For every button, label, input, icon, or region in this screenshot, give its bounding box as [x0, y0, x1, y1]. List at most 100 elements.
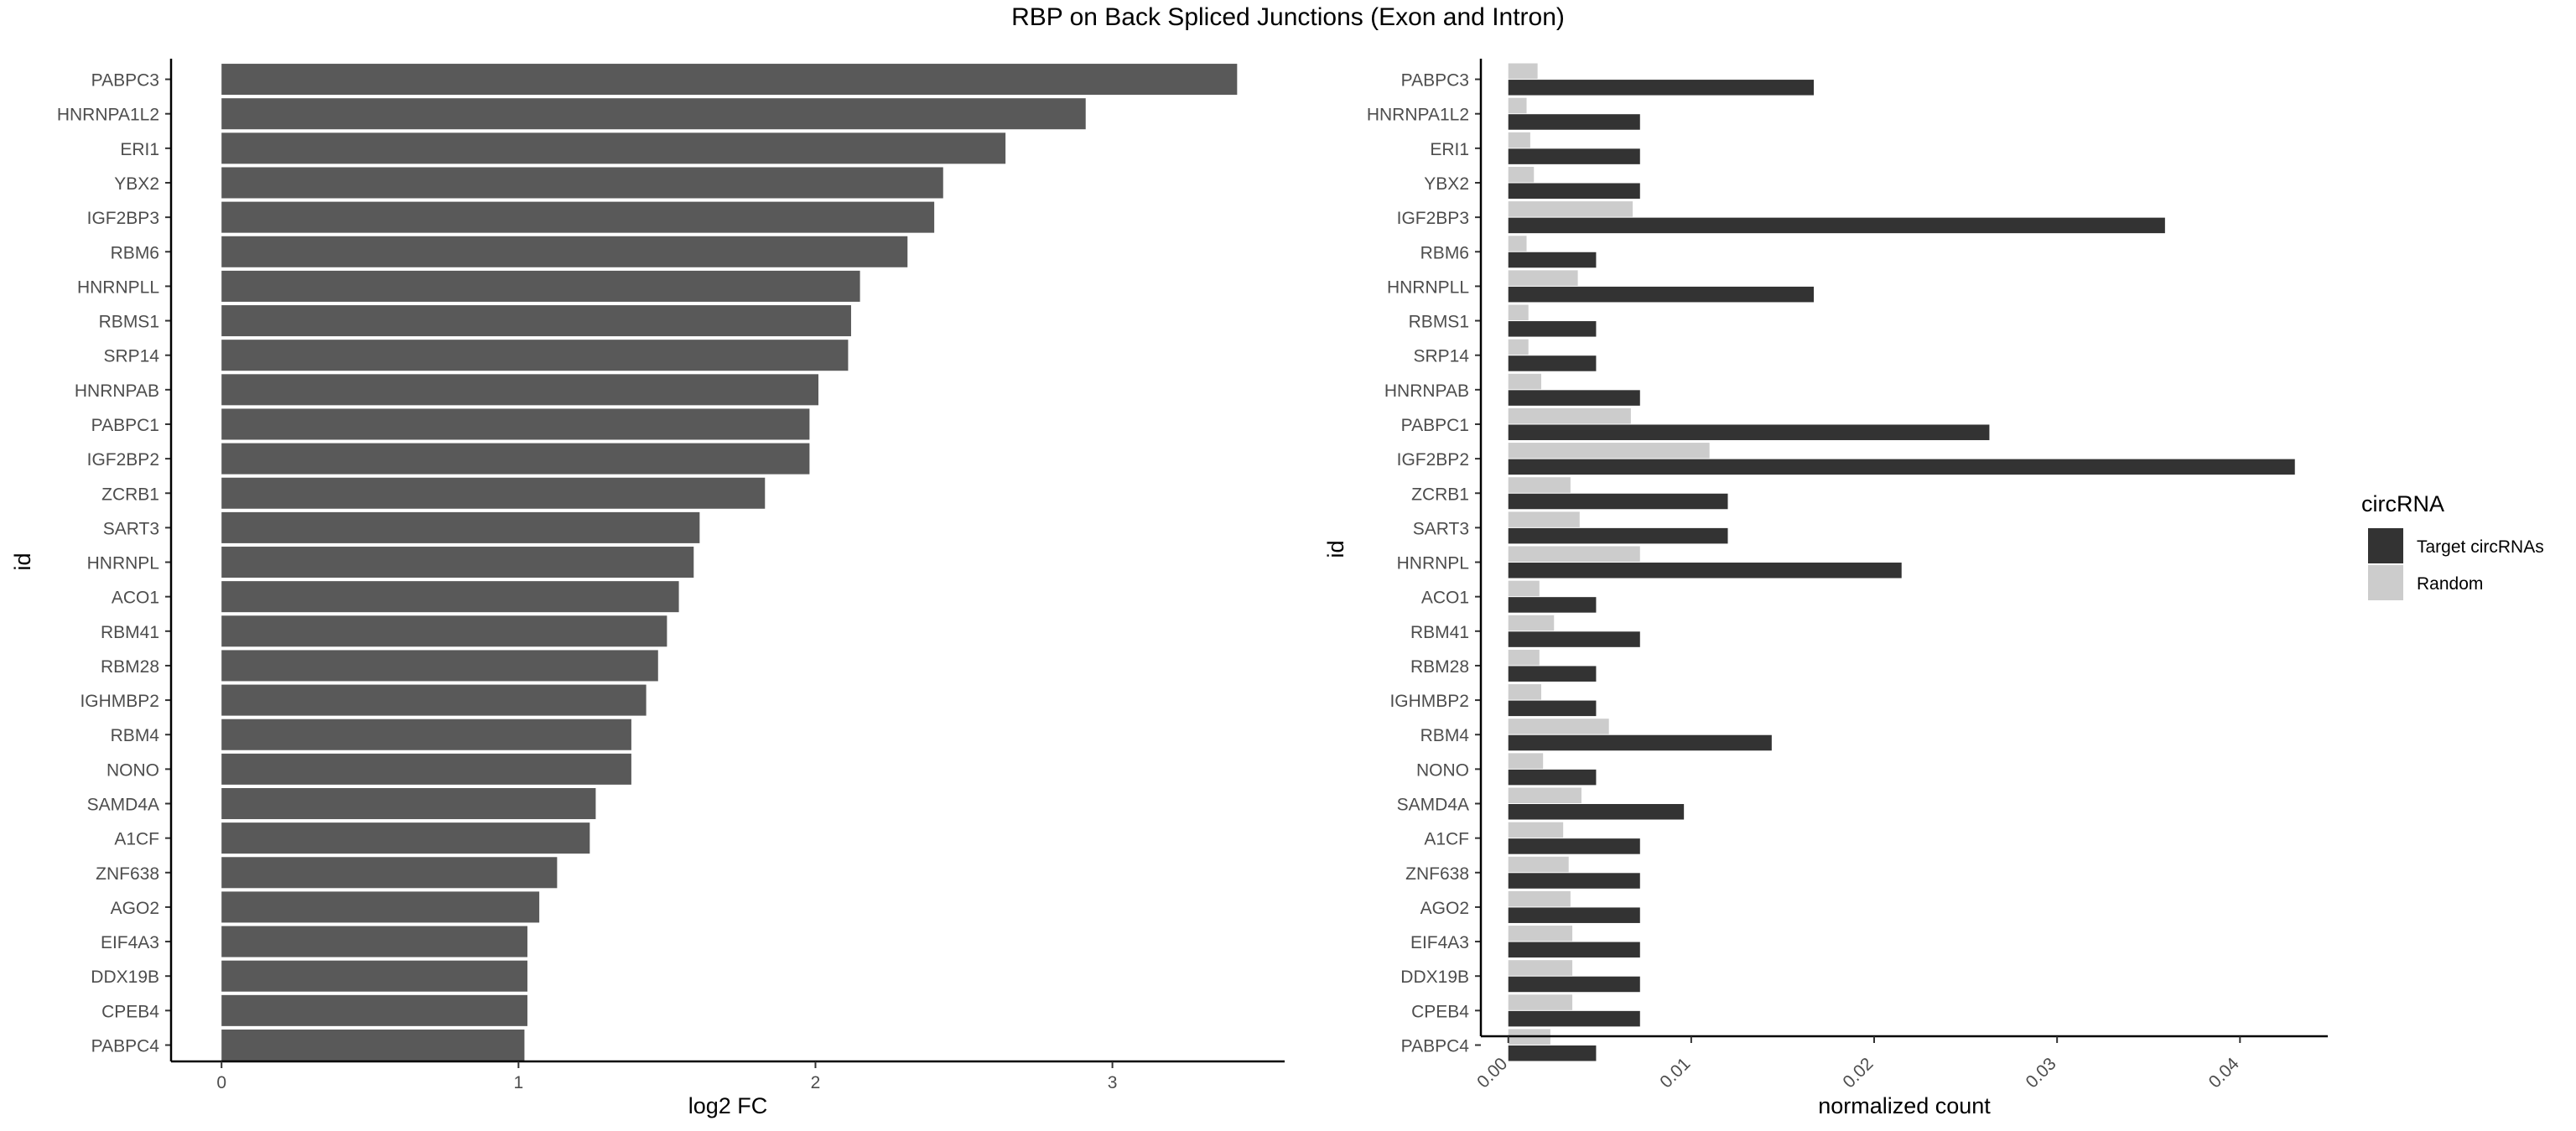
left-y-tick-label: A1CF [114, 830, 159, 849]
legend-label-target: Target circRNAs [2417, 537, 2544, 557]
logfc-bar-ago2 [221, 891, 540, 923]
random-bar-ighmbp2 [1508, 684, 1541, 700]
target-bar-sart3 [1508, 527, 1728, 544]
random-bar-cpeb4 [1508, 994, 1573, 1010]
target-bar-aco1 [1508, 597, 1597, 613]
legend-swatch-random [2368, 565, 2403, 600]
logfc-bar-srp14 [221, 340, 849, 371]
right-y-tick-label: SAMD4A [1397, 796, 1469, 815]
logfc-bar-igf2bp3 [221, 201, 935, 233]
target-bar-pabpc1 [1508, 424, 1990, 440]
logfc-bar-pabpc1 [221, 408, 810, 440]
target-bar-hnrnpll [1508, 286, 1815, 303]
random-bar-samd4a [1508, 787, 1581, 804]
right-y-tick-label: PABPC3 [1401, 71, 1469, 91]
logfc-bar-pabpc4 [221, 1029, 525, 1061]
left-y-tick-label: PABPC1 [91, 416, 159, 435]
left-y-tick-label: RBM4 [111, 726, 160, 745]
random-bar-sart3 [1508, 511, 1580, 527]
logfc-bar-ybx2 [221, 167, 943, 199]
target-bar-ighmbp2 [1508, 700, 1597, 717]
target-bar-samd4a [1508, 804, 1685, 820]
left-y-tick-label: ZCRB1 [101, 485, 159, 504]
right-y-tick-label: RBM4 [1420, 726, 1470, 745]
logfc-bar-zcrb1 [221, 477, 766, 509]
left-y-tick-label: DDX19B [91, 968, 159, 987]
logfc-bar-a1cf [221, 822, 590, 854]
target-bar-eri1 [1508, 148, 1640, 164]
left-x-axis-title: log2 FC [688, 1093, 768, 1118]
left-y-tick-label: HNRNPLL [77, 278, 159, 297]
random-bar-nono [1508, 753, 1544, 769]
left-y-tick-label: SART3 [103, 519, 159, 538]
target-bar-zcrb1 [1508, 493, 1728, 510]
logfc-bar-znf638 [221, 857, 558, 889]
right-y-tick-label: CPEB4 [1411, 1002, 1469, 1021]
left-x-tick-label: 3 [1108, 1073, 1118, 1092]
random-bar-srp14 [1508, 339, 1529, 355]
target-bar-rbms1 [1508, 321, 1597, 337]
random-bar-hnrnpll [1508, 270, 1578, 286]
logfc-bar-cpeb4 [221, 994, 527, 1026]
left-y-tick-label: IGHMBP2 [80, 692, 159, 711]
logfc-bar-eri1 [221, 132, 1006, 164]
right-x-axis-title: normalized count [1818, 1093, 1991, 1118]
right-y-tick-label: ZNF638 [1405, 864, 1469, 884]
random-bar-ago2 [1508, 890, 1571, 907]
target-bar-ybx2 [1508, 183, 1640, 200]
left-y-tick-label: EIF4A3 [101, 933, 159, 952]
figure-title: RBP on Back Spliced Junctions (Exon and … [1011, 3, 1565, 31]
random-bar-hnrnpa1l2 [1508, 97, 1527, 114]
left-y-tick-label: HNRNPA1L2 [57, 106, 159, 125]
left-y-tick-label: RBM28 [101, 657, 159, 677]
right-y-tick-label: IGHMBP2 [1389, 692, 1469, 711]
left-y-tick-label: ZNF638 [96, 864, 159, 884]
left-y-tick-label: RBM41 [101, 623, 159, 642]
left-y-tick-label: SRP14 [103, 347, 159, 366]
right-y-tick-label: NONO [1416, 760, 1469, 780]
right-y-tick-label: PABPC4 [1401, 1036, 1470, 1056]
right-y-tick-label: HNRNPL [1397, 554, 1469, 573]
right-y-tick-label: RBMS1 [1409, 313, 1469, 332]
right-y-tick-label: AGO2 [1420, 899, 1469, 918]
right-y-tick-label: SRP14 [1413, 347, 1469, 366]
right-y-tick-label: RBM41 [1410, 623, 1469, 642]
target-bar-hnrnpl [1508, 563, 1902, 578]
random-bar-eri1 [1508, 132, 1530, 148]
target-bar-pabpc3 [1508, 80, 1815, 96]
left-y-tick-label: PABPC4 [91, 1036, 160, 1056]
random-bar-zcrb1 [1508, 477, 1571, 493]
right-y-tick-label: DDX19B [1400, 968, 1469, 987]
right-y-tick-label: IGF2BP3 [1397, 209, 1469, 228]
right-y-tick-label: EIF4A3 [1410, 933, 1469, 952]
random-bar-ybx2 [1508, 166, 1535, 183]
right-y-tick-label: ERI1 [1430, 140, 1469, 159]
left-x-tick-label: 1 [513, 1073, 523, 1092]
random-bar-a1cf [1508, 822, 1564, 838]
random-bar-rbm28 [1508, 649, 1540, 666]
right-y-tick-label: PABPC1 [1401, 416, 1469, 435]
random-bar-ddx19b [1508, 960, 1573, 976]
left-y-tick-label: IGF2BP3 [87, 209, 159, 228]
target-bar-rbm4 [1508, 734, 1772, 751]
right-x-tick-label: 0.01 [1656, 1054, 1694, 1092]
logfc-bar-rbm28 [221, 650, 658, 682]
logfc-bar-rbm41 [221, 615, 667, 647]
right-x-tick-label: 0.00 [1473, 1054, 1511, 1092]
left-y-tick-label: RBM6 [111, 243, 159, 262]
random-bar-igf2bp2 [1508, 443, 1710, 459]
right-x-tick-label: 0.04 [2205, 1054, 2243, 1092]
logfc-bar-samd4a [221, 787, 596, 820]
random-bar-rbms1 [1508, 304, 1529, 321]
left-y-tick-label: HNRNPL [87, 554, 159, 573]
target-bar-rbm6 [1508, 252, 1597, 268]
target-bar-hnrnpa1l2 [1508, 114, 1640, 130]
right-y-tick-label: HNRNPAB [1384, 381, 1469, 401]
logfc-bar-ighmbp2 [221, 684, 647, 716]
logfc-bar-hnrnpl [221, 547, 694, 578]
right-y-tick-label: HNRNPLL [1387, 278, 1469, 297]
target-bar-rbm28 [1508, 666, 1597, 682]
right-y-tick-label: ACO1 [1421, 589, 1469, 608]
left-y-tick-label: YBX2 [114, 174, 159, 194]
left-y-tick-label: HNRNPAB [75, 381, 159, 401]
